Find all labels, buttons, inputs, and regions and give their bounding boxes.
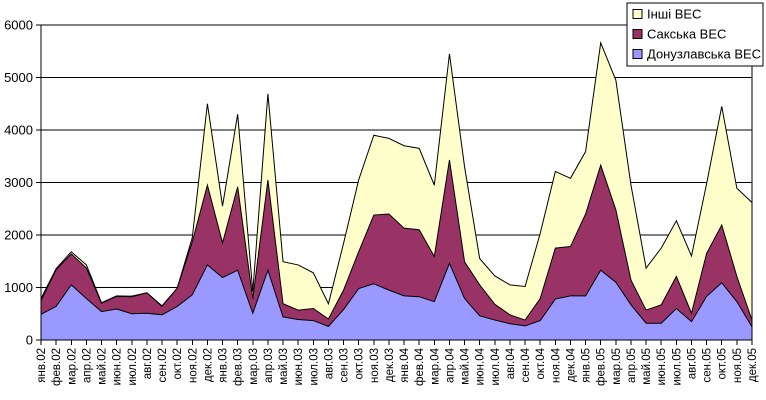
x-axis-label: июн.02 [112, 348, 124, 385]
x-axis-label: сен.02 [157, 348, 169, 382]
x-axis-label: ноя.04 [550, 347, 562, 383]
x-axis-label: июл.03 [308, 348, 320, 386]
x-axis-label: сен.04 [520, 347, 532, 382]
x-axis-label: окт.03 [354, 348, 366, 380]
x-axis-label: июл.04 [490, 347, 502, 385]
legend-swatch [632, 29, 643, 39]
y-axis-label: 5000 [4, 70, 33, 85]
series-areas [40, 40, 753, 341]
x-axis-label: дек.03 [384, 348, 396, 382]
legend-label: Донузлавська ВЕС [647, 47, 761, 62]
x-axis-label: май.02 [97, 348, 109, 385]
x-axis-label: апр.02 [81, 348, 93, 383]
x-axis-label: янв.04 [399, 347, 411, 382]
y-axis-label: 0 [26, 333, 33, 348]
x-axis-label: июл.05 [671, 348, 683, 386]
x-axis-label: ноя.02 [187, 348, 199, 383]
y-axis-label: 2000 [4, 228, 33, 243]
x-axis-label: окт.04 [535, 347, 547, 379]
x-axis-label: фев.03 [233, 348, 245, 386]
x-axis-label: фев.04 [414, 347, 426, 386]
x-axis-label: янв.03 [218, 348, 230, 383]
x-axis-label: мар.04 [429, 347, 441, 384]
x-axis-label: мар.03 [248, 348, 260, 385]
x-axis-label: июн.03 [293, 348, 305, 385]
legend-swatch [632, 9, 643, 19]
x-axis-label: апр.04 [444, 347, 456, 383]
y-axis-ticks-labels: 0 1000 2000 3000 4000 5000 6000 [4, 18, 41, 348]
x-axis-label: окт.05 [717, 348, 729, 380]
x-axis-label: июл.02 [127, 348, 139, 386]
x-axis-label: дек.04 [565, 347, 577, 382]
y-axis-label: 1000 [4, 280, 33, 295]
legend-item: Інші ВЕС [632, 7, 701, 22]
x-axis-label: авг.03 [323, 348, 335, 379]
legend-label: Інші ВЕС [647, 7, 701, 22]
x-axis-label: апр.03 [263, 348, 275, 383]
x-axis-label: авг.05 [686, 348, 698, 379]
x-axis-label: дек.02 [202, 348, 214, 382]
x-axis-label: май.05 [641, 348, 653, 385]
x-axis-label: июн.04 [475, 347, 487, 385]
x-axis-label: янв.02 [36, 348, 48, 383]
legend-item: Сакська ВЕС [632, 27, 726, 42]
y-axis-label: 6000 [4, 18, 33, 33]
legend-label: Сакська ВЕС [647, 27, 726, 42]
x-axis-ticks-labels: янв.02 фев.02 мар.02 апр.02 май.02 июн.02 июл.… [36, 340, 759, 386]
legend-box [626, 2, 764, 67]
x-axis-label: апр.05 [626, 348, 638, 383]
legend-item: Донузлавська ВЕС [632, 47, 761, 62]
legend-swatch [632, 49, 643, 59]
y-axis-label: 3000 [4, 175, 33, 190]
x-axis-label: ноя.05 [732, 348, 744, 383]
x-axis-label: ноя.03 [369, 348, 381, 383]
x-axis-label: мар.02 [66, 348, 78, 385]
x-axis-label: сен.03 [339, 348, 351, 382]
y-axis-label: 4000 [4, 123, 33, 138]
x-axis-label: дек.05 [747, 348, 759, 382]
x-axis-label: авг.02 [142, 348, 154, 379]
series-area-donuzlavska-ves [40, 262, 753, 341]
x-axis-label: сен.05 [702, 348, 714, 382]
x-axis-label: окт.02 [172, 348, 184, 380]
x-axis-label: май.04 [460, 347, 472, 384]
x-axis-label: мар.05 [611, 348, 623, 385]
x-axis-label: авг.04 [505, 347, 517, 379]
x-axis-label: июн.05 [656, 348, 668, 385]
legend: Інші ВЕС Сакська ВЕС Донузлавська ВЕС [626, 2, 764, 67]
x-axis-label: янв.05 [581, 348, 593, 383]
x-axis-label: фев.02 [51, 348, 63, 386]
x-axis-label: май.03 [278, 348, 290, 385]
x-axis-label: фев.05 [596, 348, 608, 386]
